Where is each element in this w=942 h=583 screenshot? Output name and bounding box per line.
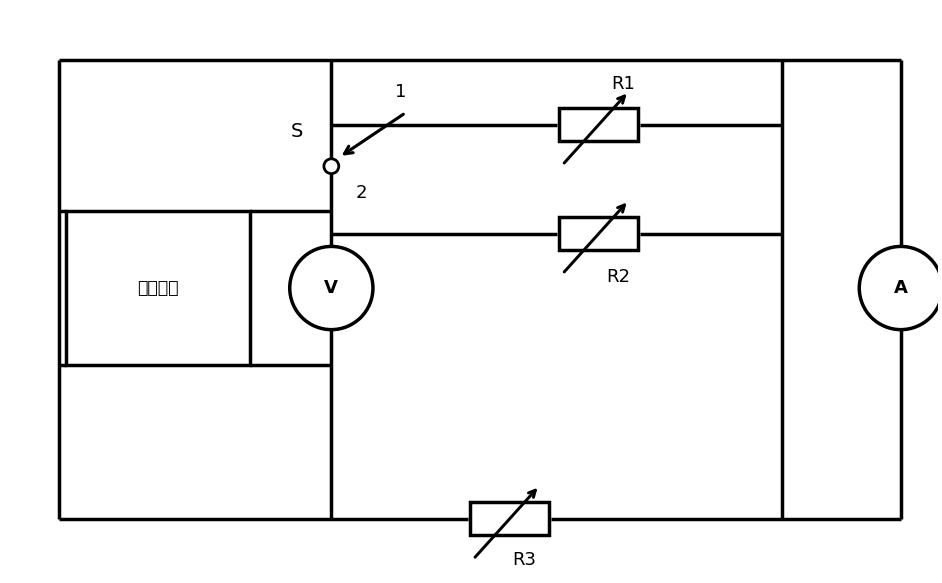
Bar [560,108,639,141]
Circle shape [324,159,339,174]
Bar [66,211,250,365]
Text: R2: R2 [607,268,630,286]
Bar [560,217,639,250]
Text: R3: R3 [512,550,537,568]
Text: V: V [324,279,338,297]
Text: A: A [894,279,908,297]
Text: R1: R1 [611,75,636,93]
Text: 2: 2 [356,184,367,202]
Text: S: S [291,122,303,141]
Bar [470,503,549,535]
Text: 稳压电源: 稳压电源 [138,279,179,297]
Text: 1: 1 [395,83,406,101]
